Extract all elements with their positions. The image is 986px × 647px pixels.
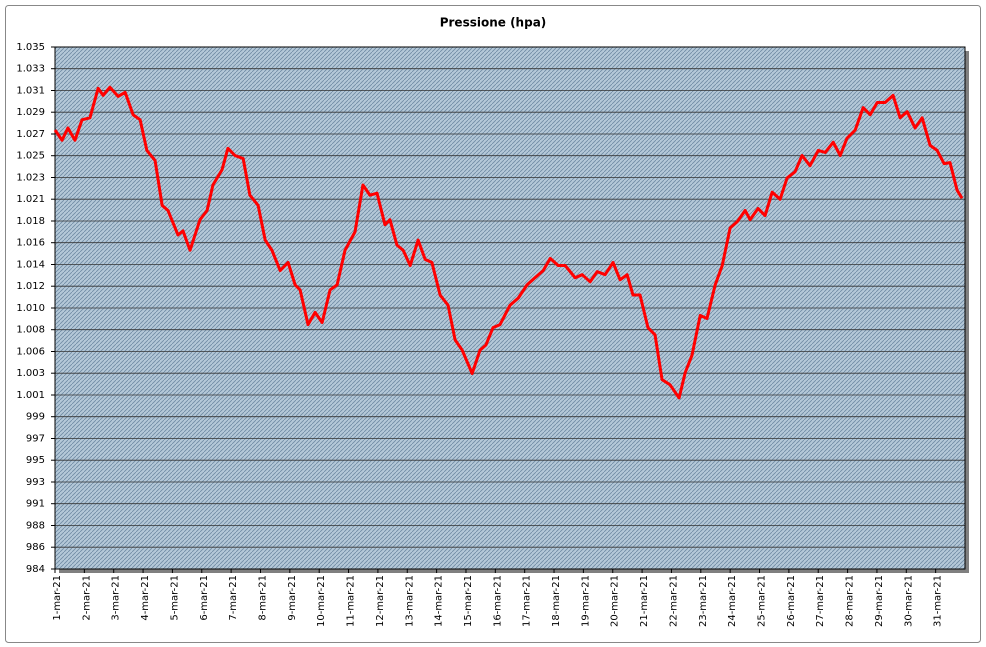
x-tick-label: 12-mar-21: [375, 575, 386, 627]
x-tick-label: 28-mar-21: [845, 575, 856, 627]
x-tick-label: 2-mar-21: [81, 575, 92, 621]
y-tick-label: 988: [26, 521, 45, 532]
x-tick-label: 6-mar-21: [199, 575, 210, 621]
y-tick-label: 1.027: [16, 129, 45, 140]
x-tick-label: 7-mar-21: [228, 575, 239, 621]
x-tick-label: 16-mar-21: [492, 575, 503, 627]
x-tick-label: 5-mar-21: [169, 575, 180, 621]
plot-border: [54, 46, 966, 570]
y-tick-label: 986: [26, 542, 45, 553]
x-tick-label: 1-mar-21: [52, 575, 63, 621]
x-tick-label: 13-mar-21: [404, 575, 415, 627]
y-tick-label: 1.003: [16, 368, 45, 379]
x-tick-label: 21-mar-21: [639, 575, 650, 627]
line-series: [53, 85, 964, 400]
y-tick-label: 1.001: [16, 390, 45, 401]
x-tick-label: 4-mar-21: [140, 575, 151, 621]
x-tick-label: 25-mar-21: [757, 575, 768, 627]
y-tick-label: 1.012: [16, 281, 45, 292]
chart-title: Pressione (hpa): [440, 16, 547, 30]
x-tick-label: 18-mar-21: [551, 575, 562, 627]
y-tick-label: 984: [26, 564, 45, 575]
x-tick-label: 30-mar-21: [903, 575, 914, 627]
x-tick-label: 17-mar-21: [522, 575, 533, 627]
x-tick-label: 10-mar-21: [316, 575, 327, 627]
x-tick-label: 31-mar-21: [933, 575, 944, 627]
x-tick-label: 15-mar-21: [463, 575, 474, 627]
x-tick-label: 3-mar-21: [111, 575, 122, 621]
y-tick-label: 1.031: [16, 86, 45, 97]
y-tick-label: 995: [26, 455, 45, 466]
y-tick-label: 1.029: [16, 107, 45, 118]
y-tick-label: 1.016: [16, 238, 45, 249]
y-tick-label: 997: [26, 434, 45, 445]
y-tick-label: 1.025: [16, 151, 45, 162]
y-tick-label: 1.023: [16, 173, 45, 184]
y-tick-label: 1.018: [16, 216, 45, 227]
y-tick-label: 1.033: [16, 64, 45, 75]
x-tick-label: 8-mar-21: [257, 575, 268, 621]
y-tick-label: 1.014: [16, 260, 45, 271]
y-tick-label: 999: [26, 412, 45, 423]
y-tick-label: 1.035: [16, 42, 45, 53]
x-tick-label: 9-mar-21: [287, 575, 298, 621]
y-tick-label: 1.008: [16, 325, 45, 336]
x-tick-label: 29-mar-21: [874, 575, 885, 627]
x-tick-label: 26-mar-21: [786, 575, 797, 627]
y-tick-label: 1.006: [16, 347, 45, 358]
x-tick-label: 20-mar-21: [610, 575, 621, 627]
x-tick-label: 22-mar-21: [668, 575, 679, 627]
y-tick-label: 993: [26, 477, 45, 488]
x-tick-label: 23-mar-21: [698, 575, 709, 627]
x-tick-label: 24-mar-21: [727, 575, 738, 627]
x-tick-label: 19-mar-21: [580, 575, 591, 627]
y-tick-label: 991: [26, 499, 45, 510]
y-tick-label: 1.010: [16, 303, 45, 314]
y-tick-label: 1.021: [16, 194, 45, 205]
x-tick-label: 11-mar-21: [346, 575, 357, 627]
x-tick-label: 27-mar-21: [815, 575, 826, 627]
x-tick-label: 14-mar-21: [434, 575, 445, 627]
